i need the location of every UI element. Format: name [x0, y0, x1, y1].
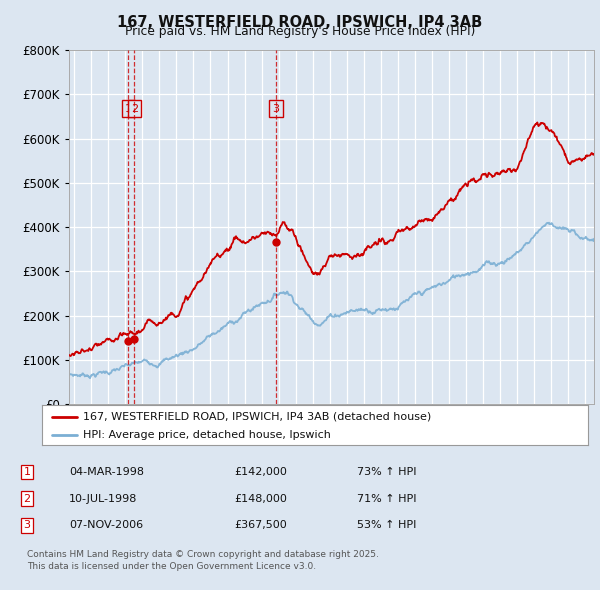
- Text: 71% ↑ HPI: 71% ↑ HPI: [357, 494, 416, 503]
- Text: HPI: Average price, detached house, Ipswich: HPI: Average price, detached house, Ipsw…: [83, 431, 331, 440]
- Text: £142,000: £142,000: [234, 467, 287, 477]
- Text: 167, WESTERFIELD ROAD, IPSWICH, IP4 3AB (detached house): 167, WESTERFIELD ROAD, IPSWICH, IP4 3AB …: [83, 412, 431, 422]
- Text: 10-JUL-1998: 10-JUL-1998: [69, 494, 137, 503]
- Text: £148,000: £148,000: [234, 494, 287, 503]
- Text: £367,500: £367,500: [234, 520, 287, 530]
- Text: 73% ↑ HPI: 73% ↑ HPI: [357, 467, 416, 477]
- Text: 2: 2: [131, 104, 138, 113]
- Text: 07-NOV-2006: 07-NOV-2006: [69, 520, 143, 530]
- Text: 1: 1: [23, 467, 31, 477]
- Text: 2: 2: [23, 494, 31, 503]
- Text: 04-MAR-1998: 04-MAR-1998: [69, 467, 144, 477]
- Text: 3: 3: [23, 520, 31, 530]
- Text: This data is licensed under the Open Government Licence v3.0.: This data is licensed under the Open Gov…: [27, 562, 316, 571]
- Text: 53% ↑ HPI: 53% ↑ HPI: [357, 520, 416, 530]
- Text: Contains HM Land Registry data © Crown copyright and database right 2025.: Contains HM Land Registry data © Crown c…: [27, 550, 379, 559]
- Text: 167, WESTERFIELD ROAD, IPSWICH, IP4 3AB: 167, WESTERFIELD ROAD, IPSWICH, IP4 3AB: [118, 15, 482, 30]
- Text: 3: 3: [272, 104, 280, 113]
- Text: Price paid vs. HM Land Registry's House Price Index (HPI): Price paid vs. HM Land Registry's House …: [125, 25, 475, 38]
- Text: 1: 1: [125, 104, 131, 113]
